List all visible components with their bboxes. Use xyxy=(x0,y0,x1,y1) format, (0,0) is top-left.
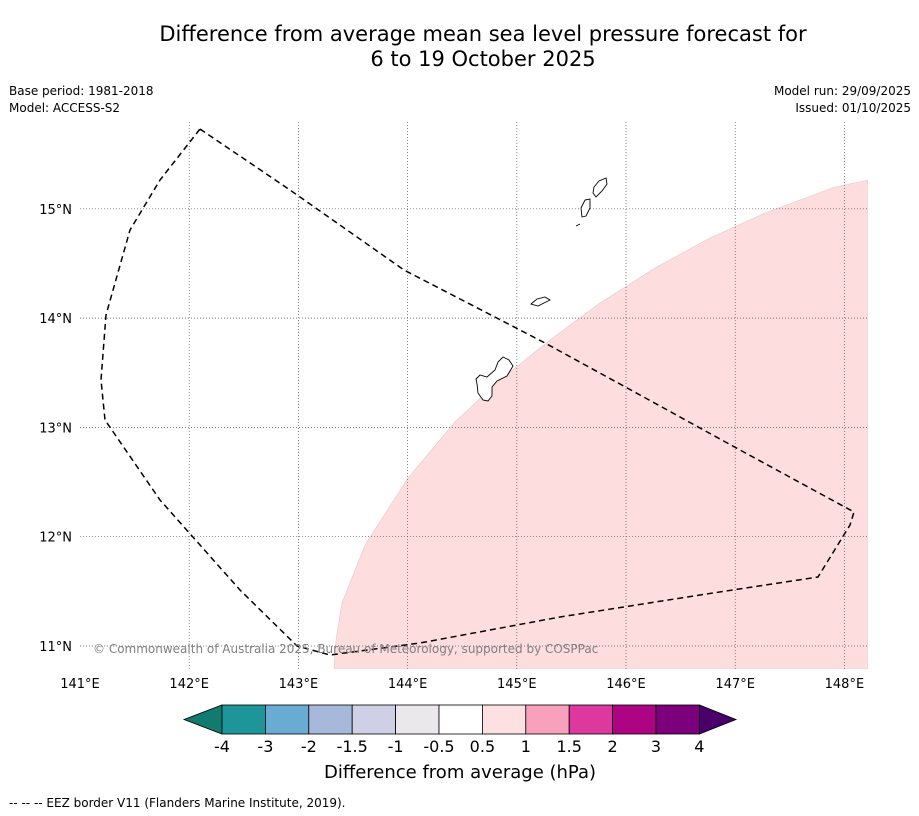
island-saipan xyxy=(592,177,608,198)
colorbar-segment xyxy=(481,704,527,735)
lat-tick-label: 11°N xyxy=(39,640,72,655)
lat-tick-label: 14°N xyxy=(39,312,72,327)
colorbar-tick-label: 1 xyxy=(521,737,531,756)
latitude-axis: 15°N 14°N 13°N 12°N 11°N xyxy=(39,203,72,655)
colorbar-segment xyxy=(655,704,700,735)
lat-tick-label: 12°N xyxy=(39,531,72,546)
colorbar-extend-high xyxy=(699,704,738,735)
colorbar-tick-label: -1 xyxy=(388,737,404,756)
island-tinian xyxy=(580,198,591,218)
colorbar-tick-label: 2 xyxy=(608,737,618,756)
lon-tick-label: 141°E xyxy=(60,677,100,692)
map-title-line2: 6 to 19 October 2025 xyxy=(370,47,596,71)
colorbar-tick-label: -2 xyxy=(301,737,317,756)
colorbar-extend-low xyxy=(182,704,223,735)
longitude-axis: 141°E 142°E 143°E 144°E 145°E 146°E 147°E 148°E xyxy=(60,677,864,692)
colorbar-tick-label: 4 xyxy=(694,737,704,756)
base-period: Base period: 1981-2018 xyxy=(9,84,154,98)
meta-right: Model run: 29/09/2025 Issued: 01/10/2025 xyxy=(774,83,911,117)
map-title: Difference from average mean sea level p… xyxy=(0,22,919,72)
colorbar-tick-label: 0.5 xyxy=(470,737,495,756)
lat-tick-label: 13°N xyxy=(39,421,72,436)
model-name: Model: ACCESS-S2 xyxy=(9,101,121,115)
colorbar-segment xyxy=(221,704,266,735)
island-outlines xyxy=(475,177,608,402)
colorbar-tick-label: -1.5 xyxy=(337,737,368,756)
gridlines xyxy=(80,122,868,669)
eez-border xyxy=(100,127,855,656)
colorbar-segment xyxy=(612,704,657,735)
colorbar-tick-label: 3 xyxy=(651,737,661,756)
lon-tick-label: 144°E xyxy=(388,677,428,692)
colorbar-title: Difference from average (hPa) xyxy=(324,762,596,783)
colorbar-tick-label: -0.5 xyxy=(423,737,454,756)
lon-tick-label: 143°E xyxy=(279,677,319,692)
colorbar-segment xyxy=(308,704,353,735)
lon-tick-label: 147°E xyxy=(715,677,755,692)
colorbar-segment xyxy=(525,704,570,735)
lon-tick-label: 142°E xyxy=(169,677,209,692)
eez-legend: -- -- -- EEZ border V11 (Flanders Marine… xyxy=(9,796,346,810)
map-title-line1: Difference from average mean sea level p… xyxy=(159,22,807,46)
colorbar-segment xyxy=(264,704,310,735)
meta-left: Base period: 1981-2018 Model: ACCESS-S2 xyxy=(9,83,154,117)
colorbar-tick-label: -4 xyxy=(214,737,230,756)
colorbar-segment xyxy=(438,704,483,735)
lon-tick-label: 148°E xyxy=(825,677,865,692)
colorbar-segment xyxy=(395,704,440,735)
colorbar-tick-label: -3 xyxy=(257,737,273,756)
lon-tick-label: 145°E xyxy=(497,677,537,692)
model-run: Model run: 29/09/2025 xyxy=(773,84,911,98)
copyright-credit: © Commonwealth of Australia 2025, Bureau… xyxy=(93,642,598,656)
colorbar-tick-label: 1.5 xyxy=(556,737,581,756)
island-rota xyxy=(530,296,551,307)
colorbar: -4 -3 -2 -1.5 -1 -0.5 0.5 1 1.5 2 3 4 xyxy=(182,704,738,756)
island-aguijan xyxy=(575,223,581,227)
issued-date: Issued: 01/10/2025 xyxy=(795,101,911,115)
island-guam xyxy=(475,356,514,402)
lon-tick-label: 146°E xyxy=(606,677,646,692)
colorbar-segment xyxy=(351,704,397,735)
colorbar-segment xyxy=(568,704,614,735)
anomaly-area xyxy=(333,179,868,669)
lat-tick-label: 15°N xyxy=(39,203,72,218)
